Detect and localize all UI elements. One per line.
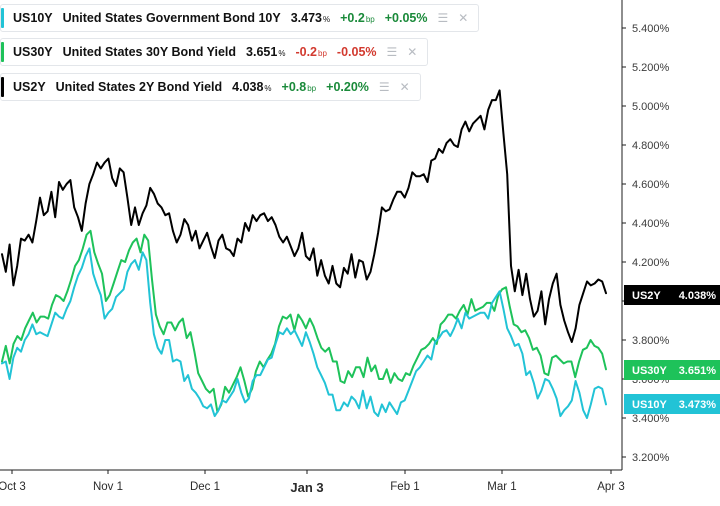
badge-background [624, 285, 720, 305]
y-tick-label: 4.800% [632, 140, 670, 152]
legend-symbol: US10Y [13, 11, 53, 25]
legend-change-pct: +0.20% [326, 80, 369, 94]
badge-value: 4.038% [679, 290, 717, 302]
y-tick-label: 5.000% [632, 101, 670, 113]
badge-background [624, 360, 720, 380]
legend-swatch-us10y [1, 8, 4, 28]
series-lines [1, 89, 607, 419]
legend-series-name: United States 30Y Bond Yield [62, 45, 237, 59]
legend-symbol: US30Y [13, 45, 53, 59]
x-tick-label: Feb 1 [390, 481, 419, 493]
x-axis: Oct 3 Nov 1 Dec 1 Jan 3 Feb 1 Mar 1 Apr 3 [0, 470, 625, 495]
layers-icon[interactable]: ☰ [386, 45, 398, 59]
legend-value: 3.473% [290, 11, 331, 25]
x-tick-label: Dec 1 [190, 481, 220, 493]
legend-symbol: US2Y [13, 80, 46, 94]
legend-change: +0.2bp [340, 11, 375, 25]
legend-value: 3.651% [246, 45, 286, 59]
badge-value: 3.473% [679, 399, 717, 411]
series-line-us2y[interactable] [1, 89, 607, 343]
layers-icon[interactable]: ☰ [378, 80, 390, 94]
legend-change: -0.2bp [295, 45, 327, 59]
y-tick-label: 3.400% [632, 413, 670, 425]
legend-series-name: United States 2Y Bond Yield [55, 80, 223, 94]
badge-symbol: US30Y [632, 365, 668, 377]
last-value-badge-us2y: US2Y 4.038% [624, 285, 720, 305]
legend-change-pct: +0.05% [384, 11, 428, 25]
x-tick-label: Apr 3 [597, 481, 625, 493]
x-tick-label: Oct 3 [0, 481, 26, 493]
y-tick-label: 5.200% [632, 62, 670, 74]
series-line-us10y[interactable] [1, 247, 607, 419]
legend-row-us2y[interactable]: US2Y United States 2Y Bond Yield 4.038% … [0, 73, 421, 101]
x-tick-label: Nov 1 [93, 481, 123, 493]
y-tick-label: 4.200% [632, 257, 670, 269]
close-icon[interactable]: ✕ [458, 11, 469, 25]
badge-value: 3.651% [679, 365, 717, 377]
series-line-us30y[interactable] [1, 229, 607, 414]
y-tick-label: 3.200% [632, 452, 670, 464]
y-tick-label: 3.800% [632, 335, 670, 347]
close-icon[interactable]: ✕ [399, 80, 410, 94]
legend-swatch-us2y [1, 77, 4, 97]
y-tick-label: 5.400% [632, 23, 670, 35]
close-icon[interactable]: ✕ [407, 45, 418, 59]
y-tick-label: 4.600% [632, 179, 670, 191]
legend-value: 4.038% [232, 80, 272, 94]
last-value-badge-us30y: US30Y 3.651% [624, 360, 720, 380]
badge-symbol: US2Y [632, 290, 661, 302]
x-tick-label: Mar 1 [487, 481, 516, 493]
legend-row-us10y[interactable]: US10Y United States Government Bond 10Y … [0, 4, 480, 32]
legend-swatch-us30y [1, 42, 4, 62]
badge-symbol: US10Y [632, 399, 668, 411]
legend-series-name: United States Government Bond 10Y [62, 11, 281, 25]
layers-icon[interactable]: ☰ [437, 11, 449, 25]
legend-change: +0.8bp [281, 80, 317, 94]
last-value-badge-us10y: US10Y 3.473% [624, 394, 720, 414]
last-value-badges: US2Y 4.038% US30Y 3.651% US10Y 3.473% [624, 285, 720, 414]
legend-change-pct: -0.05% [336, 45, 377, 59]
y-tick-label: 4.400% [632, 218, 670, 230]
legend-row-us30y[interactable]: US30Y United States 30Y Bond Yield 3.651… [0, 38, 429, 66]
x-tick-label: Jan 3 [290, 480, 323, 495]
badge-background [624, 394, 720, 414]
